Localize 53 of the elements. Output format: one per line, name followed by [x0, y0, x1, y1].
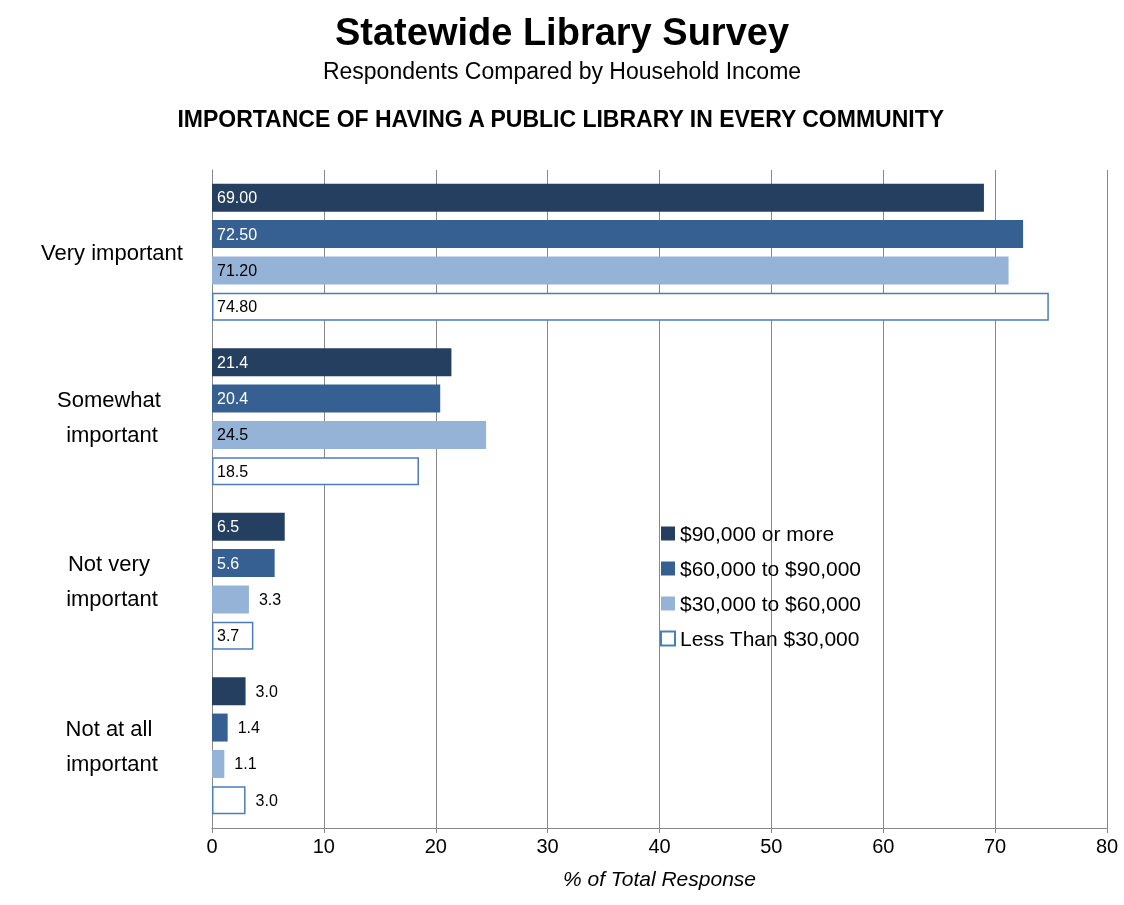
bar: [212, 677, 246, 706]
y-tick-label: Very important: [41, 239, 183, 265]
bar: [212, 549, 275, 578]
data-label: 3.0: [255, 682, 278, 700]
bar: [212, 457, 419, 486]
data-label: 74.80: [217, 298, 258, 316]
x-tick-label: 20: [424, 835, 447, 857]
x-tick-label: 80: [1095, 835, 1119, 857]
legend-label: Less Than $30,000: [680, 627, 860, 650]
bar: [212, 220, 1024, 249]
bar: [212, 384, 441, 413]
bar: [212, 292, 1049, 321]
data-label: 6.5: [217, 518, 240, 536]
bar: [212, 585, 249, 614]
x-tick-label: 40: [648, 835, 671, 857]
bar: [212, 713, 228, 742]
bar: [212, 621, 254, 650]
bar: [212, 348, 452, 377]
x-tick-label: 70: [984, 835, 1007, 857]
y-tick-label: Not very important: [66, 551, 158, 612]
x-tick-label: 0: [206, 835, 218, 857]
data-label: 69.00: [217, 189, 258, 207]
bar: [212, 256, 1009, 285]
data-label: 71.20: [217, 261, 258, 279]
chart-title: Statewide Library Survey: [334, 11, 790, 53]
data-label: 21.4: [217, 353, 249, 371]
data-label: 72.50: [217, 225, 258, 243]
x-tick-label: 30: [536, 835, 559, 857]
y-tick-label: Not at all important: [65, 715, 159, 776]
data-label: 3.7: [217, 627, 240, 645]
data-label: 24.5: [217, 426, 249, 444]
x-tick-label: 50: [760, 835, 783, 857]
bar: [212, 749, 225, 778]
chart-subtitle: Respondents Compared by Household Income: [322, 57, 802, 84]
data-label: 5.6: [217, 554, 240, 572]
text: IMPORTANCE OF HAVING A PUBLIC LIBRARY IN EVERY COMMUNITY: [177, 105, 945, 132]
legend-label: $90,000 or more: [680, 522, 835, 545]
bar: [212, 183, 984, 212]
x-tick-label: 10: [312, 835, 335, 857]
data-label: 20.4: [217, 390, 249, 408]
y-tick-label: Somewhat important: [56, 386, 168, 447]
data-label: 3.0: [255, 791, 278, 809]
x-axis-title: % of Total Response: [562, 867, 757, 890]
data-label: 1.1: [234, 755, 257, 773]
legend-label: $30,000 to $60,000: [680, 592, 862, 615]
x-tick-label: 60: [872, 835, 895, 857]
bar: [212, 512, 285, 541]
data-label: 3.3: [258, 590, 282, 608]
bar: [212, 420, 487, 449]
legend-label: $60,000 to $90,000: [680, 557, 862, 580]
bar: [212, 786, 246, 815]
data-label: 1.4: [237, 719, 261, 737]
data-label: 18.5: [217, 462, 249, 480]
